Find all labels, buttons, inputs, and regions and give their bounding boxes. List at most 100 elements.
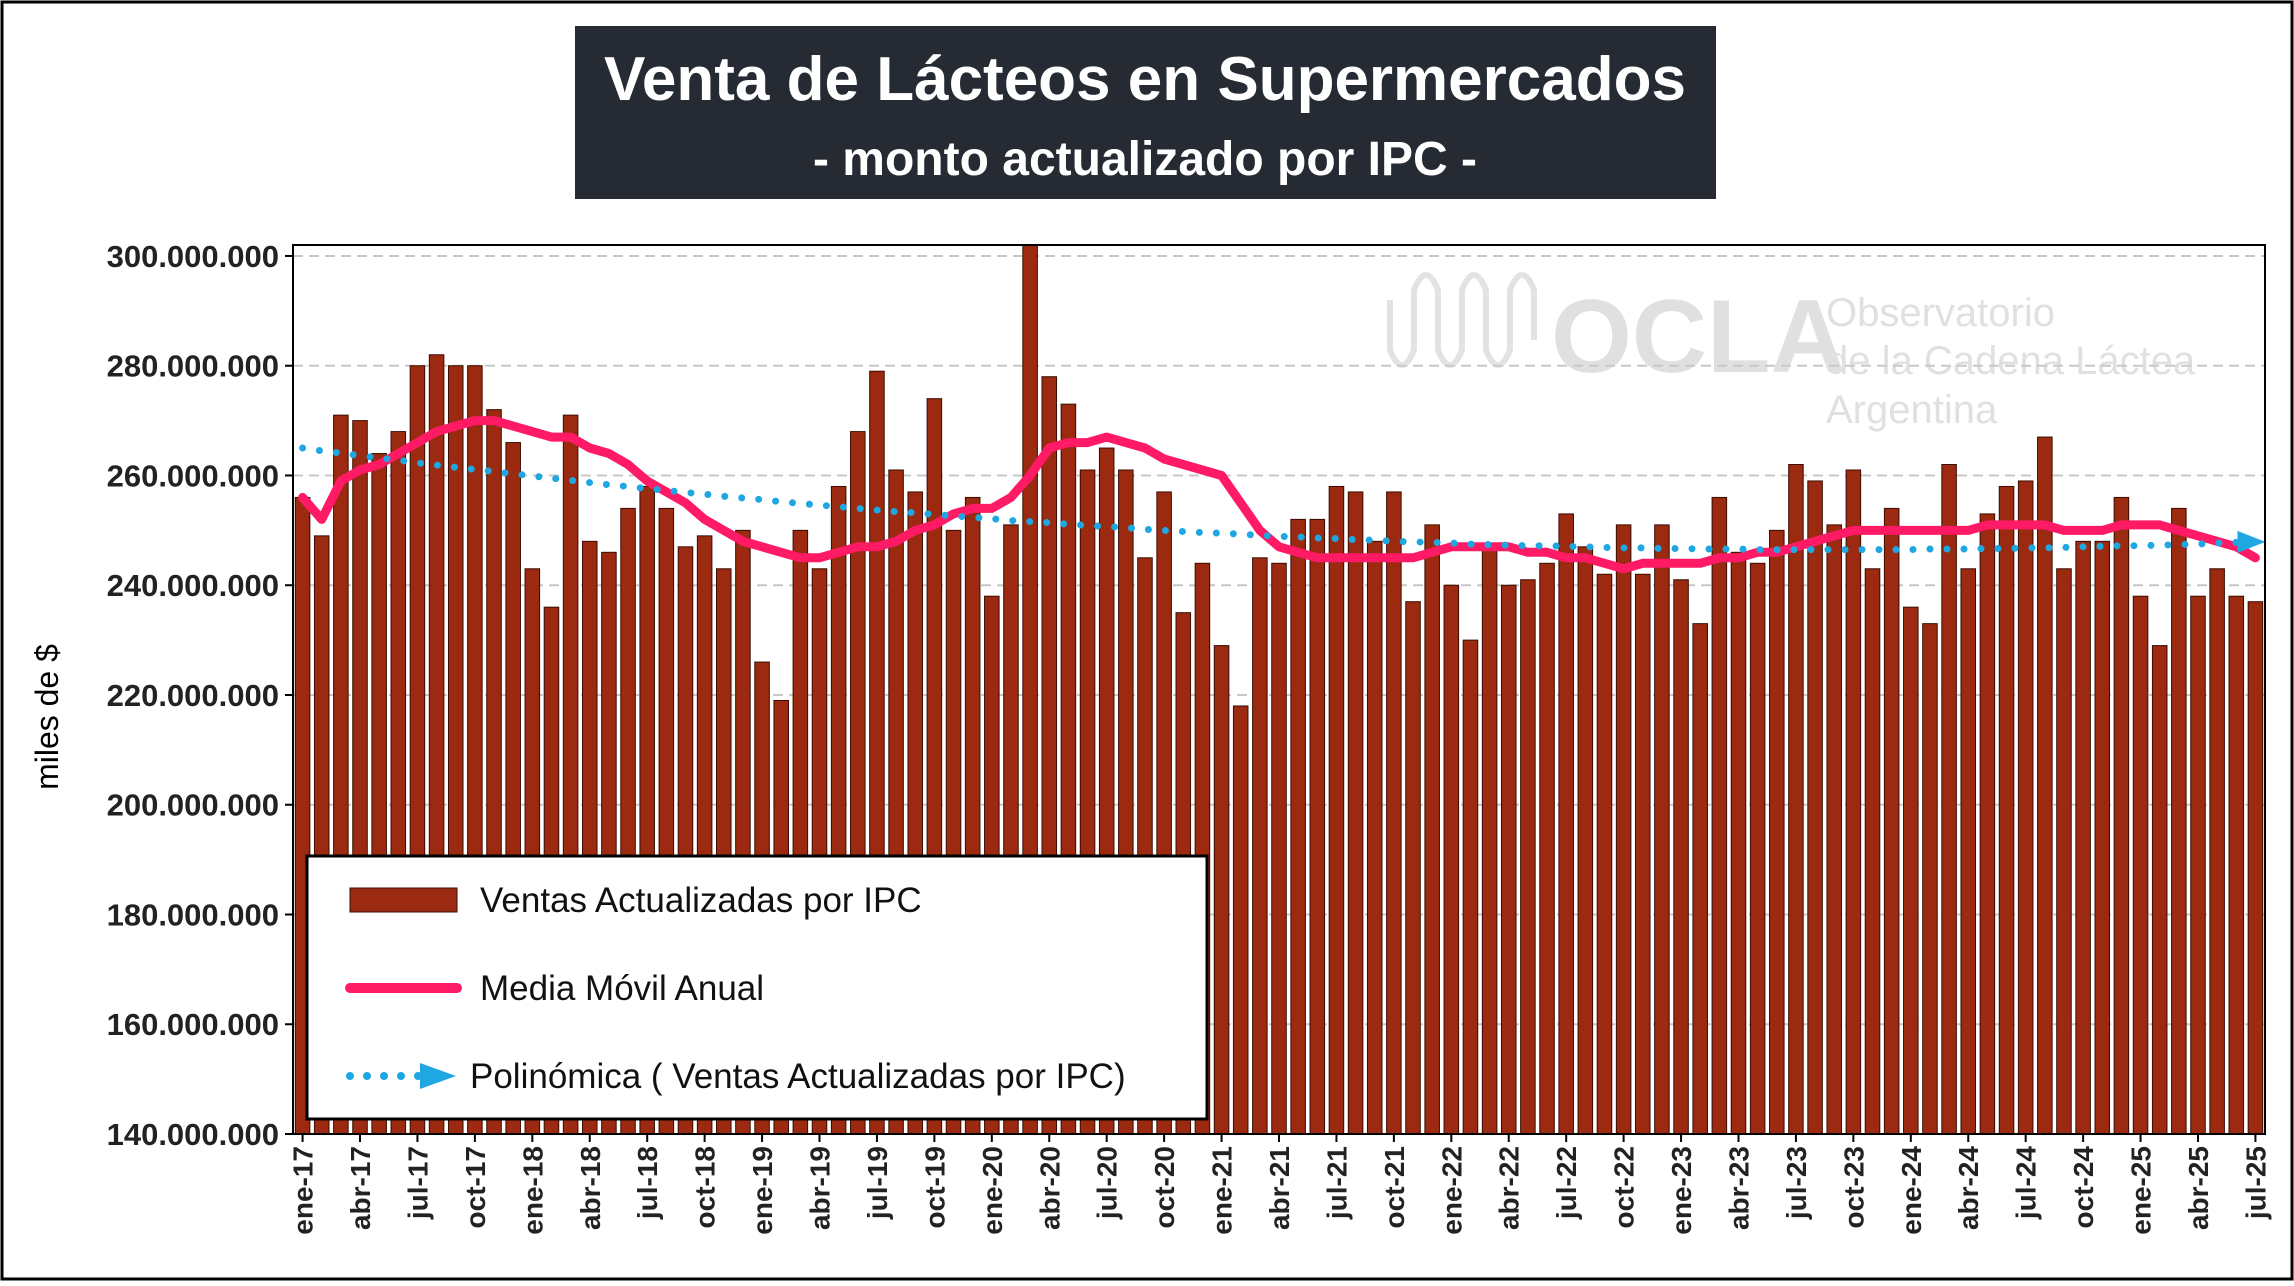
x-tick-label: abr-19 — [805, 1146, 836, 1230]
x-tick-label: ene-22 — [1436, 1146, 1467, 1235]
bar — [1979, 513, 1996, 1134]
x-tick-label: jul-17 — [402, 1146, 433, 1220]
bar — [1634, 573, 1651, 1134]
bar — [1558, 513, 1574, 1134]
bar — [1577, 546, 1594, 1134]
bar — [1845, 469, 1862, 1134]
chart-subtitle: - monto actualizado por IPC - — [813, 133, 1477, 186]
bar — [2056, 568, 2072, 1134]
y-tick-label: 180.000.000 — [107, 897, 279, 932]
bar — [1462, 639, 1479, 1134]
trend-arrow — [2237, 530, 2265, 553]
bar — [1596, 573, 1613, 1134]
bar — [1232, 705, 1249, 1134]
bar — [2075, 540, 2091, 1134]
x-tick-label: ene-21 — [1207, 1146, 1238, 1235]
x-tick-label: oct-18 — [690, 1146, 721, 1228]
bar — [1386, 491, 1402, 1134]
watermark: OCLA Observatorio de la Cadena Láctea Ar… — [1387, 272, 2196, 432]
logo-waves — [1387, 272, 1537, 368]
legend-label: Ventas Actualizadas por IPC — [480, 881, 922, 920]
logo-subtext: Argentina — [1826, 388, 1998, 432]
bar — [1405, 601, 1421, 1134]
bar — [1309, 518, 1326, 1134]
bar — [2228, 595, 2245, 1134]
x-tick-label: abr-22 — [1494, 1146, 1525, 1230]
x-tick-label: oct-23 — [1838, 1146, 1869, 1228]
x-tick-label: jul-18 — [632, 1146, 663, 1220]
x-tick-label: oct-24 — [2068, 1146, 2099, 1229]
y-tick-label: 280.000.000 — [107, 349, 279, 384]
legend: Ventas Actualizadas por IPC Media Móvil A… — [305, 854, 1209, 1121]
bar — [1883, 507, 1900, 1134]
x-tick-label: jul-22 — [1551, 1146, 1582, 1220]
bar — [1826, 524, 1842, 1134]
bar — [2151, 645, 2168, 1134]
bar — [2247, 601, 2264, 1134]
bar — [1290, 518, 1306, 1134]
x-tick-label: abr-24 — [1953, 1146, 1984, 1230]
x-tick-label: oct-21 — [1379, 1146, 1410, 1228]
bar — [2094, 540, 2111, 1134]
x-tick-label: ene-20 — [977, 1146, 1008, 1235]
bar — [1749, 562, 1766, 1134]
bar — [1347, 491, 1364, 1134]
legend-arrow — [420, 1063, 456, 1089]
x-tick-label: abr-23 — [1723, 1146, 1754, 1230]
y-tick-label: 240.000.000 — [107, 568, 279, 603]
bar — [1500, 584, 1517, 1134]
bar — [2209, 568, 2225, 1134]
bar — [1654, 524, 1670, 1134]
bar — [1481, 546, 1498, 1134]
bar — [2190, 595, 2206, 1134]
legend-label: Polinómica ( Ventas Actualizadas por IPC… — [470, 1057, 1126, 1096]
x-tick-label: ene-19 — [747, 1146, 778, 1235]
bar — [1788, 464, 1804, 1134]
y-tick-label: 160.000.000 — [107, 1007, 279, 1042]
bar — [1769, 529, 1785, 1134]
legend-swatch — [349, 887, 458, 913]
bar — [1271, 562, 1287, 1134]
x-tick-label: jul-20 — [1092, 1146, 1123, 1220]
bar — [1213, 645, 1230, 1134]
bar — [1922, 623, 1938, 1134]
chart-title: Venta de Lácteos en Supermercados — [604, 45, 1686, 114]
x-tick-label: jul-25 — [2240, 1146, 2271, 1220]
logo-subtext: de la Cadena Láctea — [1826, 339, 2196, 383]
bar — [1998, 485, 2015, 1134]
x-tick-label: ene-17 — [288, 1146, 319, 1235]
line — [298, 416, 2260, 574]
logo-text: OCLA — [1551, 279, 1846, 395]
y-tick-label: 260.000.000 — [107, 458, 279, 493]
trend-line — [299, 444, 2259, 554]
bar — [1539, 562, 1555, 1134]
legend-label: Media Móvil Anual — [480, 969, 764, 1008]
bar — [1960, 568, 1977, 1134]
bar — [2113, 496, 2130, 1134]
x-tick-label: abr-21 — [1264, 1146, 1295, 1230]
bar — [1711, 496, 1728, 1134]
x-tick-label: abr-25 — [2183, 1146, 2214, 1230]
x-tick-label: jul-24 — [2011, 1146, 2042, 1221]
y-tick-label: 200.000.000 — [107, 788, 279, 823]
bar — [1443, 584, 1460, 1134]
bar — [1673, 579, 1689, 1134]
x-tick-label: jul-23 — [1781, 1146, 1812, 1220]
bar — [1941, 464, 1957, 1134]
bar — [1252, 557, 1268, 1134]
x-tick-label: ene-24 — [1896, 1146, 1927, 1235]
bar — [1903, 606, 1919, 1134]
bar — [1520, 579, 1536, 1134]
x-tick-label: ene-18 — [517, 1146, 548, 1235]
y-tick-label: 220.000.000 — [107, 678, 279, 713]
x-tick-label: oct-22 — [1609, 1146, 1640, 1228]
bar — [1366, 540, 1383, 1134]
bar — [1615, 524, 1632, 1134]
logo-subtext: Observatorio — [1826, 291, 2055, 335]
x-tick-label: oct-20 — [1149, 1146, 1180, 1228]
x-tick-label: ene-25 — [2126, 1146, 2157, 1235]
bar — [2017, 480, 2034, 1134]
bar — [1730, 551, 1747, 1134]
x-tick-label: abr-20 — [1034, 1146, 1065, 1230]
